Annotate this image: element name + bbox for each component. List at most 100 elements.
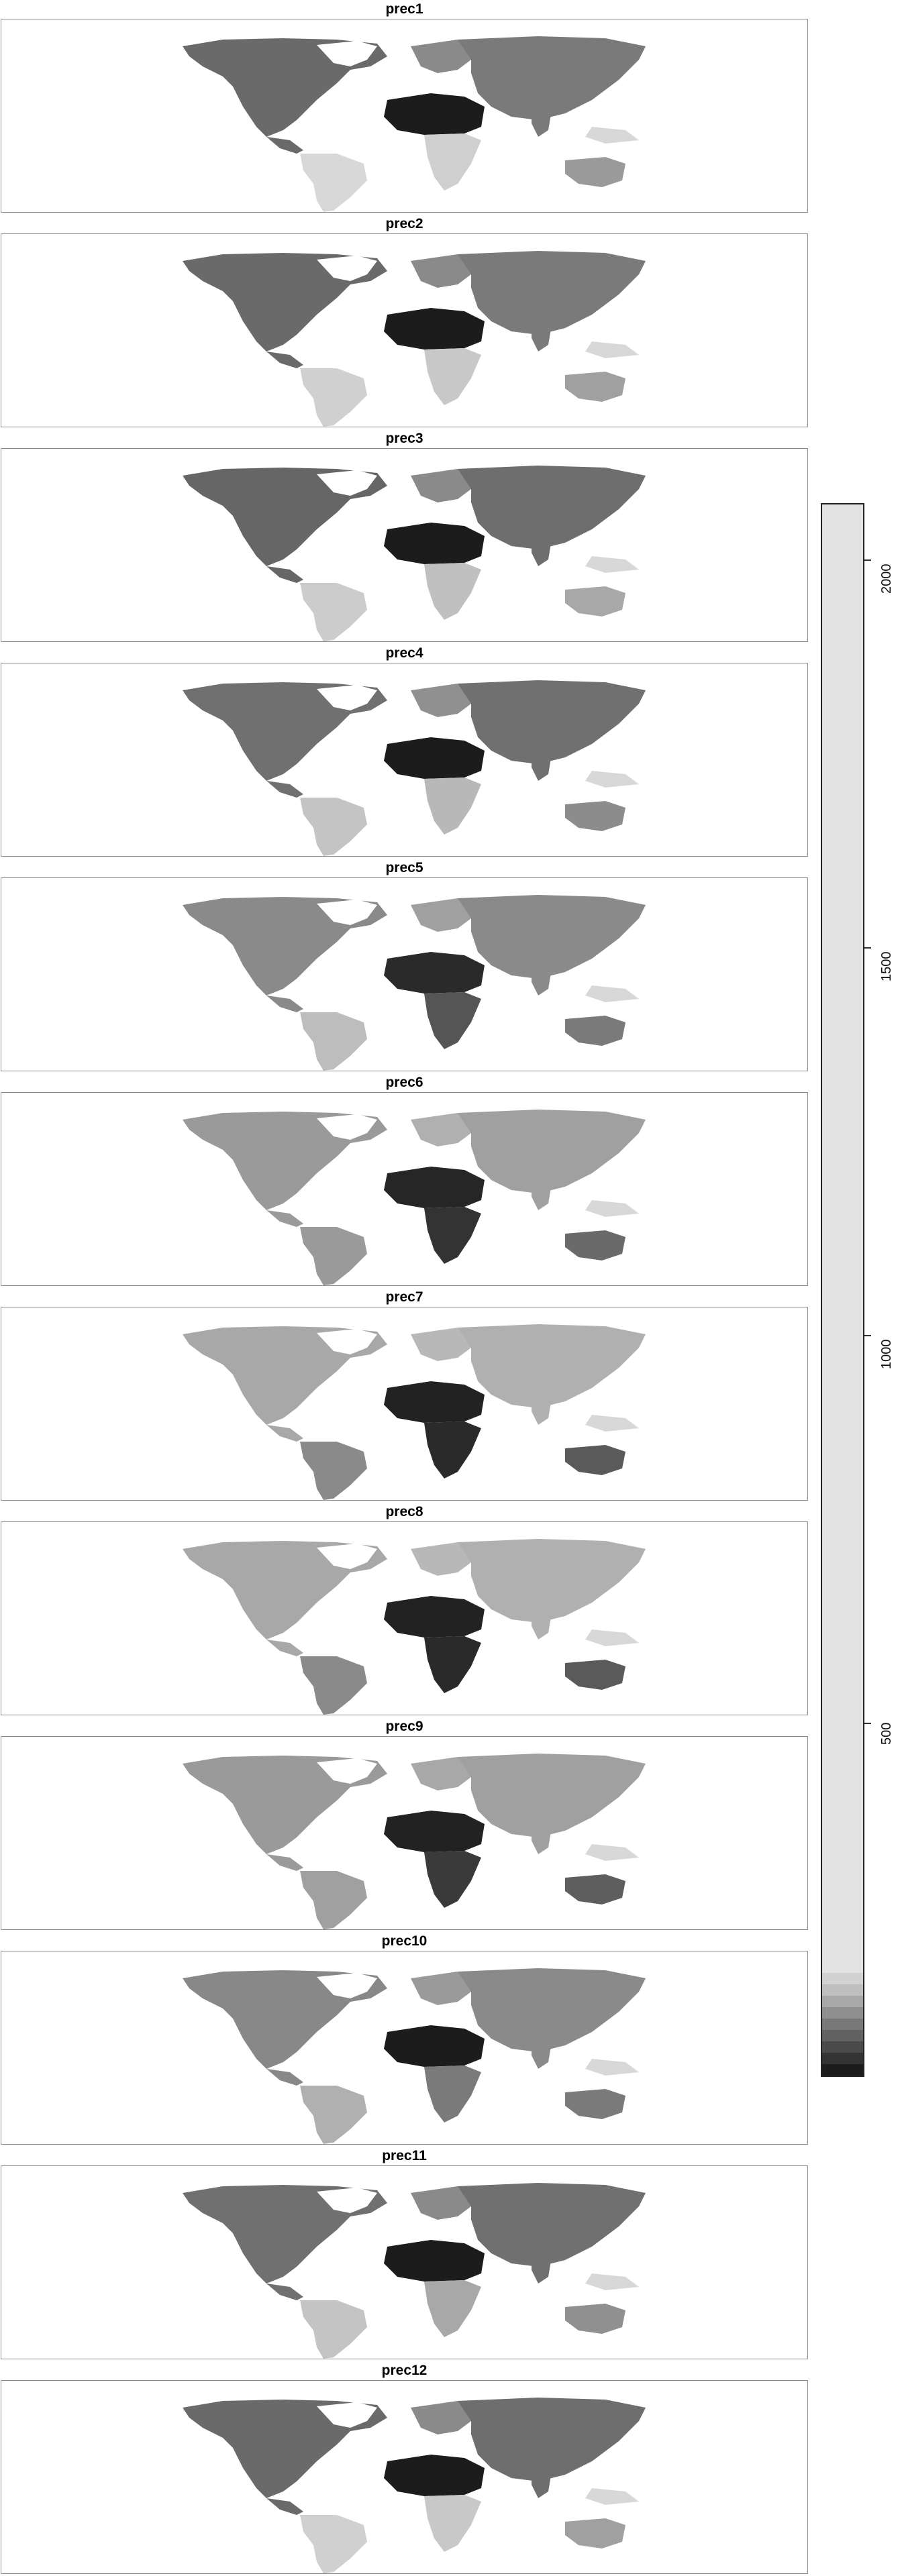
colorbar-step — [822, 2019, 863, 2030]
australia — [565, 157, 625, 187]
central-america — [266, 2284, 303, 2300]
asia — [458, 1754, 646, 1837]
india — [532, 1395, 552, 1425]
india — [532, 965, 552, 996]
south-africa — [424, 1421, 481, 1479]
se-asia — [585, 2059, 639, 2076]
south-africa — [424, 2280, 481, 2337]
north-africa — [384, 93, 485, 135]
colorbar-step — [822, 1984, 863, 1996]
south-africa — [424, 2065, 481, 2123]
greenland — [317, 41, 377, 66]
world-map — [183, 895, 646, 1071]
asia — [458, 36, 646, 120]
map-panel-prec5 — [1, 877, 808, 1071]
colorbar-step — [822, 2053, 863, 2064]
south-america — [300, 2300, 367, 2359]
central-america — [266, 781, 303, 798]
legend-label-1500: 1500 — [879, 951, 894, 982]
australia — [565, 801, 625, 831]
se-asia — [585, 1844, 639, 1861]
australia — [565, 586, 625, 616]
se-asia — [585, 1200, 639, 1217]
north-africa — [384, 1811, 485, 1852]
asia — [458, 466, 646, 549]
map-panel-prec1 — [1, 19, 808, 213]
india — [532, 1609, 552, 1640]
south-america — [300, 583, 367, 641]
india — [532, 751, 552, 781]
legend-tick-1500 — [864, 947, 871, 949]
south-africa — [424, 1636, 481, 1693]
central-america — [266, 1640, 303, 1656]
asia — [458, 1968, 646, 2052]
world-map — [183, 2183, 646, 2359]
australia — [565, 1874, 625, 1904]
south-america — [300, 2515, 367, 2573]
south-africa — [424, 777, 481, 835]
greenland — [317, 1114, 377, 1140]
greenland — [317, 1544, 377, 1569]
south-america — [300, 1656, 367, 1715]
panel-title-prec12: prec12 — [381, 2363, 428, 2378]
north-africa — [384, 2240, 485, 2282]
asia — [458, 895, 646, 979]
north-africa — [384, 2455, 485, 2496]
greenland — [317, 2188, 377, 2213]
legend-label-1000: 1000 — [879, 1339, 894, 1370]
panel-title-prec4: prec4 — [385, 645, 423, 661]
world-map — [183, 1754, 646, 1929]
world-map — [183, 680, 646, 856]
australia — [565, 1660, 625, 1690]
map-panel-prec4 — [1, 663, 808, 857]
colorbar-step — [822, 2007, 863, 2019]
india — [532, 321, 552, 352]
map-panel-prec12 — [1, 2380, 808, 2574]
world-map — [183, 466, 646, 641]
se-asia — [585, 341, 639, 358]
india — [532, 2468, 552, 2498]
south-america — [300, 2086, 367, 2144]
se-asia — [585, 985, 639, 1002]
se-asia — [585, 771, 639, 788]
panel-title-prec11: prec11 — [382, 2148, 427, 2163]
panel-title-prec5: prec5 — [385, 860, 423, 875]
australia — [565, 2304, 625, 2334]
world-map — [183, 36, 646, 212]
north-africa — [384, 737, 485, 779]
panel-title-prec8: prec8 — [385, 1504, 423, 1519]
colorbar-step — [822, 2064, 863, 2076]
greenland — [317, 1329, 377, 1354]
panel-title-prec10: prec10 — [381, 1933, 428, 1949]
asia — [458, 1110, 646, 1193]
map-panel-prec3 — [1, 448, 808, 642]
south-america — [300, 368, 367, 427]
asia — [458, 2398, 646, 2481]
australia — [565, 2089, 625, 2119]
greenland — [317, 1758, 377, 1784]
world-map — [183, 1324, 646, 1500]
map-panel-prec10 — [1, 1951, 808, 2145]
panel-title-prec1: prec1 — [385, 1, 423, 17]
north-africa — [384, 1596, 485, 1638]
greenland — [317, 1973, 377, 1998]
colorbar-step — [822, 2030, 863, 2041]
world-map — [183, 1968, 646, 2144]
greenland — [317, 256, 377, 281]
legend-tick-2000 — [864, 559, 871, 561]
central-america — [266, 996, 303, 1012]
asia — [458, 680, 646, 764]
colorbar-step — [822, 1973, 863, 1984]
central-america — [266, 2069, 303, 2086]
panel-title-prec9: prec9 — [385, 1719, 423, 1734]
australia — [565, 2518, 625, 2548]
world-map — [183, 1539, 646, 1715]
map-panel-prec2 — [1, 233, 808, 427]
panel-title-prec7: prec7 — [385, 1289, 423, 1305]
south-america — [300, 1227, 367, 1285]
south-africa — [424, 1851, 481, 1908]
legend-label-500: 500 — [879, 1722, 894, 1745]
india — [532, 2253, 552, 2284]
south-america — [300, 1871, 367, 1929]
australia — [565, 1230, 625, 1260]
